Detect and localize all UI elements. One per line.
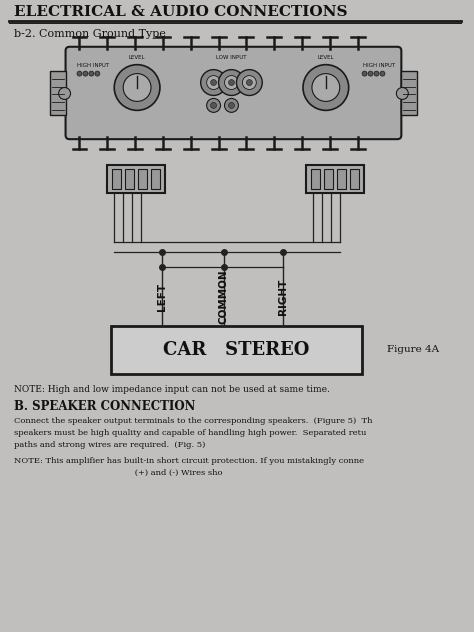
Bar: [112, 169, 121, 189]
Text: LEFT: LEFT: [157, 283, 167, 311]
Circle shape: [114, 64, 160, 111]
Circle shape: [242, 76, 256, 90]
Text: RIGHT: RIGHT: [278, 279, 288, 315]
Text: NOTE: High and low impedance input can not be used at same time.: NOTE: High and low impedance input can n…: [14, 385, 330, 394]
Bar: [50, 71, 65, 115]
Circle shape: [83, 71, 88, 76]
Text: CAR   STEREO: CAR STEREO: [163, 341, 310, 359]
Circle shape: [228, 102, 235, 108]
Circle shape: [219, 70, 245, 95]
Circle shape: [77, 71, 82, 76]
Text: speakers must be high quality and capable of handling high power.  Separated ret: speakers must be high quality and capabl…: [14, 429, 366, 437]
Text: (+) and (-) Wires sho: (+) and (-) Wires sho: [14, 469, 222, 477]
Bar: [107, 165, 165, 193]
FancyBboxPatch shape: [65, 47, 401, 139]
Text: NOTE: This amplifier has built-in short circuit protection. If you mistakingly c: NOTE: This amplifier has built-in short …: [14, 457, 364, 465]
Circle shape: [374, 71, 379, 76]
Circle shape: [228, 80, 235, 85]
Text: LEVEL: LEVEL: [318, 55, 334, 60]
Bar: [350, 169, 359, 189]
Bar: [306, 165, 364, 193]
Circle shape: [95, 71, 100, 76]
Circle shape: [210, 102, 217, 108]
Text: HIGH INPUT: HIGH INPUT: [363, 63, 395, 68]
Text: HIGH INPUT: HIGH INPUT: [77, 63, 109, 68]
Circle shape: [59, 87, 71, 99]
Circle shape: [225, 99, 238, 112]
Circle shape: [362, 71, 367, 76]
Circle shape: [368, 71, 373, 76]
Circle shape: [207, 99, 220, 112]
Circle shape: [210, 80, 217, 85]
Circle shape: [207, 76, 220, 90]
Text: LEVEL: LEVEL: [129, 55, 146, 60]
Circle shape: [312, 73, 340, 101]
Circle shape: [303, 64, 349, 111]
Bar: [324, 169, 333, 189]
Text: paths and strong wires are required.  (Fig. 5): paths and strong wires are required. (Fi…: [14, 441, 205, 449]
Circle shape: [123, 73, 151, 101]
Bar: [151, 169, 160, 189]
Circle shape: [201, 70, 227, 95]
Text: Figure 4A: Figure 4A: [387, 345, 439, 355]
Text: b-2. Common Ground Type: b-2. Common Ground Type: [14, 29, 166, 39]
Circle shape: [380, 71, 385, 76]
Text: LOW INPUT: LOW INPUT: [216, 55, 247, 60]
Bar: [337, 169, 346, 189]
Circle shape: [225, 76, 238, 90]
Circle shape: [396, 87, 408, 99]
Circle shape: [89, 71, 94, 76]
Text: B. SPEAKER CONNECTION: B. SPEAKER CONNECTION: [14, 400, 195, 413]
Bar: [401, 71, 417, 115]
Bar: [138, 169, 147, 189]
Bar: [311, 169, 320, 189]
Bar: [111, 326, 362, 374]
Text: COMMON: COMMON: [219, 269, 228, 324]
Text: Connect the speaker output terminals to the corresponding speakers.  (Figure 5) : Connect the speaker output terminals to …: [14, 417, 373, 425]
Circle shape: [237, 70, 262, 95]
Bar: [125, 169, 134, 189]
Circle shape: [246, 80, 252, 85]
Text: ELECTRICAL & AUDIO CONNECTIONS: ELECTRICAL & AUDIO CONNECTIONS: [14, 5, 347, 19]
